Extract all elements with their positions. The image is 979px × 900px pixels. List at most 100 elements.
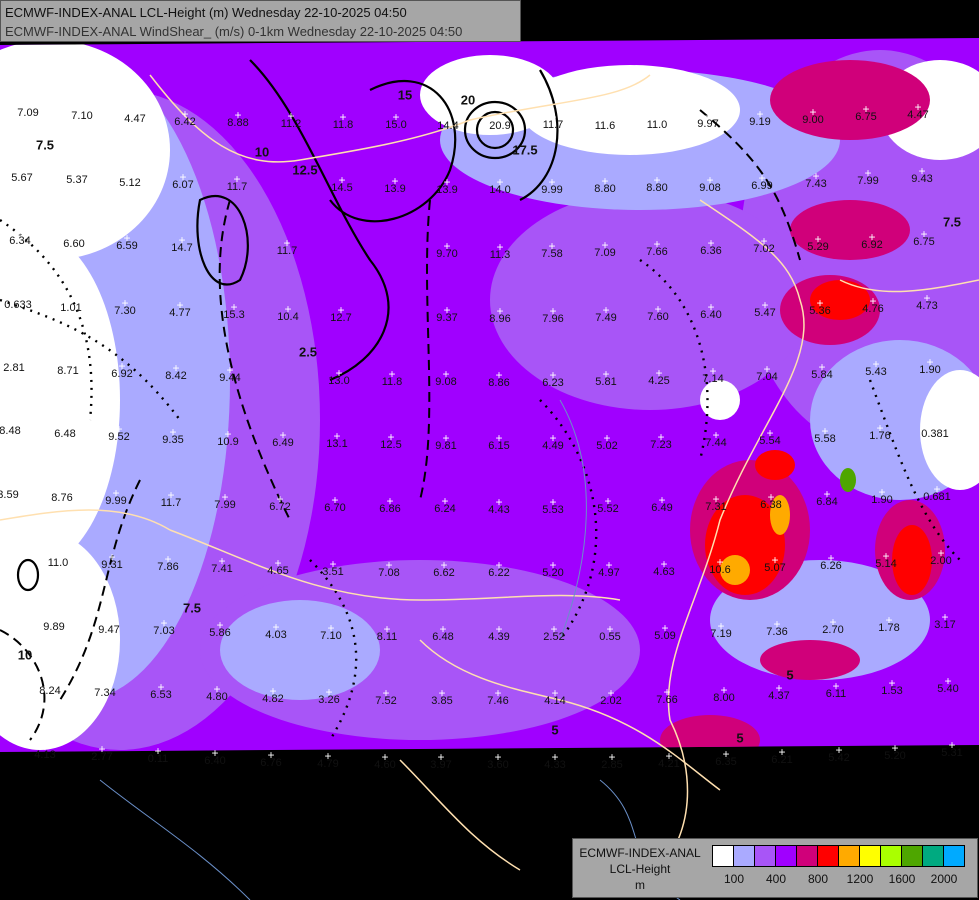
station-value: 4.03 [265,629,286,641]
station-value: 20.9 [489,120,510,132]
station-value: 6.76 [260,757,281,769]
station-value: 7.66 [656,694,677,706]
station-value: 6.15 [488,440,509,452]
legend-parameter: LCL-Height [609,862,671,876]
station-value: 6.49 [272,437,293,449]
station-value: 7.34 [94,687,115,699]
legend-swatch [881,846,902,866]
station-value: 4.77 [169,307,190,319]
field-1800m [840,468,856,492]
station-value: 11.3 [490,249,511,261]
station-value: 9.99 [105,495,126,507]
station-value: 15.3 [223,309,244,321]
station-value: 8.42 [165,370,186,382]
station-value: 4.49 [542,440,563,452]
station-value: 9.52 [108,431,129,443]
station-value: 6.36 [700,245,721,257]
station-value: 9.43 [911,173,932,185]
legend-swatch [860,846,881,866]
station-value: 10.4 [277,311,298,323]
legend-tick-label: 100 [723,872,745,886]
station-value: 11.0 [48,557,69,569]
station-value: 6.49 [651,502,672,514]
station-value: 7.49 [595,312,616,324]
station-value: 7.08 [378,567,399,579]
station-value: 5.81 [595,376,616,388]
station-value: 3.51 [322,566,343,578]
station-value: 6.72 [269,501,290,513]
legend-title: ECMWF-INDEX-ANAL LCL-Height m [573,845,707,893]
legend-swatch [923,846,944,866]
station-value: 8.86 [488,377,509,389]
station-value: 7.03 [153,625,174,637]
station-value: 7.14 [702,373,723,385]
contour-label: 15 [397,87,413,103]
station-value: 4.39 [488,631,509,643]
station-value: 6.22 [488,567,509,579]
station-value: 4.79 [317,758,338,770]
station-value: 7.86 [157,561,178,573]
station-value: 1.78 [878,622,899,634]
station-value: 9.99 [541,184,562,196]
station-value: 15.0 [385,119,406,131]
station-value: 7.04 [756,371,777,383]
station-value: 6.40 [700,309,721,321]
station-value: 3.85 [431,695,452,707]
station-value: 13.9 [384,183,405,195]
station-value: 9.97 [697,118,718,130]
station-value: 5.53 [542,504,563,516]
station-value: 6.86 [379,503,400,515]
field-100m [0,40,979,750]
station-value: 11.0 [647,119,668,131]
station-value: 8.88 [227,117,248,129]
station-value: 5.47 [754,307,775,319]
station-value: 5.84 [811,369,832,381]
station-value: 1.90 [871,494,892,506]
color-legend: ECMWF-INDEX-ANAL LCL-Height m 100 400 800 1… [572,838,978,898]
station-value: 6.62 [433,567,454,579]
station-value: 5.20 [884,750,905,762]
station-value: 5.02 [596,440,617,452]
station-value: 13.0 [328,375,349,387]
station-value: 6.92 [111,368,132,380]
station-value: 3.26 [318,694,339,706]
station-value: 8.80 [646,182,667,194]
contour-label: 7.5 [942,214,962,230]
station-value: 7.99 [214,499,235,511]
station-value: 11.7 [543,119,564,131]
station-value: 2.70 [822,624,843,636]
station-value: 7.10 [320,630,341,642]
station-value: 0.55 [599,631,620,643]
station-value: 6.42 [174,116,195,128]
station-value: 4.73 [916,300,937,312]
station-value: 5.20 [542,567,563,579]
station-value: 5.67 [11,172,32,184]
station-value: 5.29 [807,241,828,253]
station-value: 8.71 [57,365,78,377]
station-value: 7.66 [646,246,667,258]
station-value: 12.7 [330,312,351,324]
station-value: 7.52 [375,695,396,707]
station-value: 7.58 [541,248,562,260]
station-value: 7.02 [753,243,774,255]
station-value: 7.99 [857,175,878,187]
contour-label: 17.5 [512,142,538,158]
contour-label: 10 [254,144,270,160]
station-value: 4.25 [648,375,669,387]
legend-color-bar [712,845,965,867]
legend-tick-label: 400 [765,872,787,886]
station-value: 9.89 [43,621,64,633]
station-value: 4.47 [907,109,928,121]
station-value: 4.14 [544,695,565,707]
station-value: 7.10 [71,110,92,122]
contour-label: 5 [736,730,744,746]
station-value: 4.37 [768,690,789,702]
station-value: 4.80 [206,691,227,703]
station-value: 4.65 [267,565,288,577]
station-value: 6.07 [172,179,193,191]
station-value: 5.14 [875,558,896,570]
station-value: 7.96 [542,313,563,325]
station-value: 4.97 [598,567,619,579]
station-value: 4.60 [374,759,395,771]
station-value: 1.53 [881,685,902,697]
